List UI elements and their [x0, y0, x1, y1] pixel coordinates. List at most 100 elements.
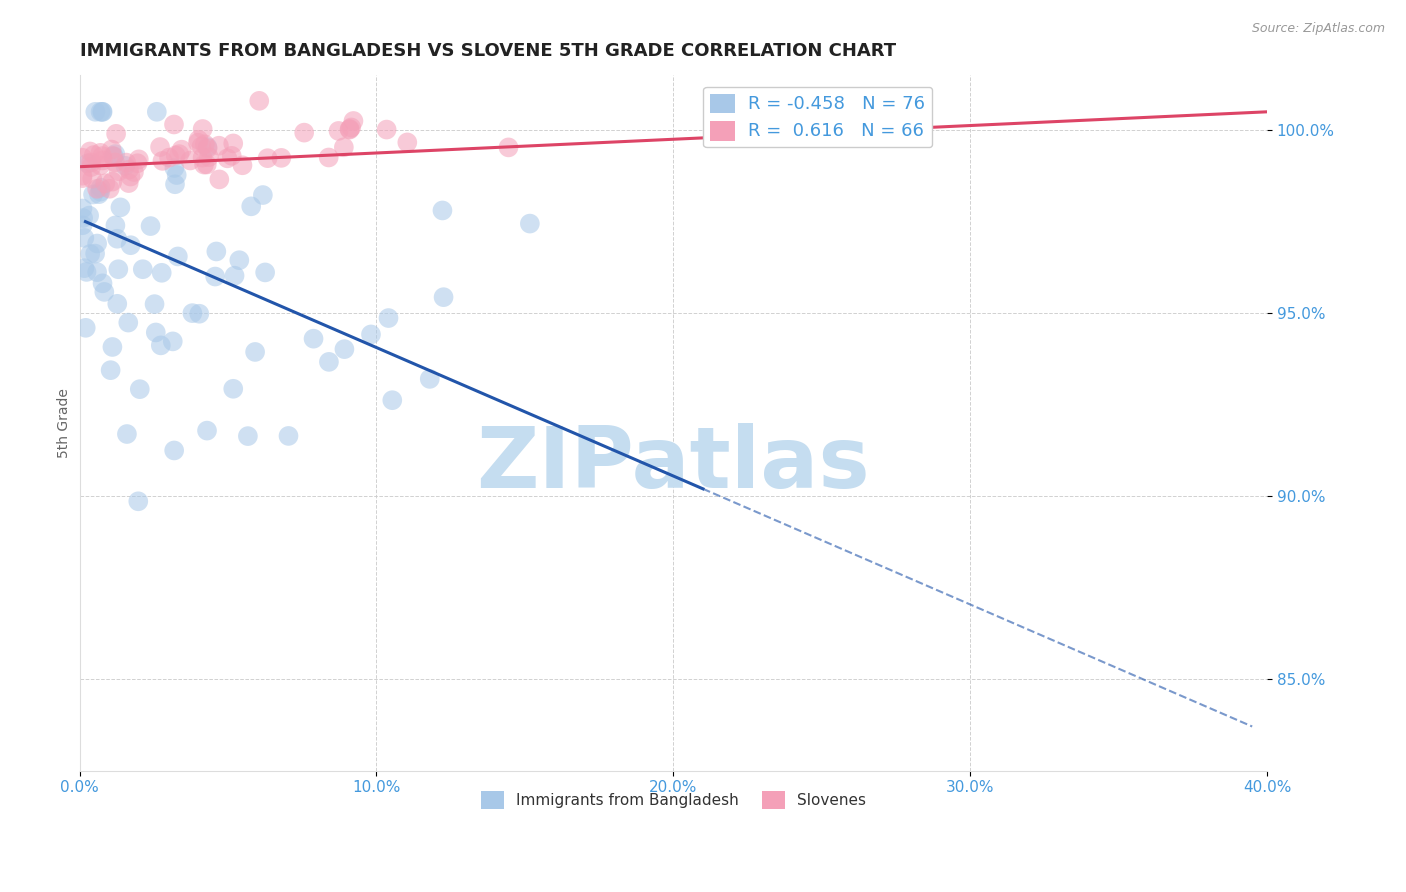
Point	[127, 494, 149, 508]
Point	[118, 162, 141, 177]
Point	[93, 285, 115, 299]
Point	[79, 247, 101, 261]
Point	[179, 153, 201, 168]
Point	[104, 219, 127, 233]
Point	[145, 326, 167, 340]
Point	[195, 424, 218, 438]
Point	[110, 200, 132, 214]
Point	[80, 160, 103, 174]
Point	[91, 149, 114, 163]
Point	[107, 262, 129, 277]
Point	[152, 153, 174, 168]
Point	[333, 140, 356, 154]
Point	[236, 429, 259, 443]
Point	[498, 140, 520, 154]
Point	[105, 127, 128, 141]
Point	[169, 147, 191, 161]
Point	[117, 316, 139, 330]
Point	[339, 122, 361, 136]
Point	[114, 159, 136, 173]
Point	[72, 169, 94, 183]
Point	[89, 185, 111, 199]
Point	[91, 277, 114, 291]
Point	[86, 182, 108, 196]
Point	[84, 246, 107, 260]
Point	[91, 104, 114, 119]
Point	[105, 232, 128, 246]
Point	[191, 151, 214, 165]
Point	[162, 334, 184, 349]
Point	[318, 355, 340, 369]
Point	[100, 363, 122, 377]
Point	[83, 148, 105, 162]
Point	[340, 120, 363, 135]
Point	[82, 171, 104, 186]
Point	[187, 136, 209, 150]
Point	[270, 151, 292, 165]
Point	[205, 244, 228, 259]
Point	[190, 139, 212, 153]
Point	[432, 203, 454, 218]
Point	[128, 382, 150, 396]
Point	[72, 211, 94, 225]
Point	[302, 332, 325, 346]
Point	[333, 342, 356, 356]
Point	[77, 209, 100, 223]
Point	[166, 168, 188, 182]
Point	[375, 122, 398, 136]
Point	[163, 118, 186, 132]
Point	[195, 157, 218, 171]
Point	[292, 126, 315, 140]
Point	[222, 136, 245, 151]
Point	[87, 187, 110, 202]
Point	[256, 151, 278, 165]
Point	[72, 202, 94, 216]
Point	[252, 188, 274, 202]
Point	[72, 171, 94, 186]
Point	[146, 104, 169, 119]
Point	[224, 268, 246, 283]
Point	[396, 136, 419, 150]
Point	[328, 124, 350, 138]
Point	[82, 187, 104, 202]
Point	[115, 427, 138, 442]
Point	[217, 151, 239, 165]
Point	[377, 311, 399, 326]
Point	[432, 290, 454, 304]
Point	[197, 141, 219, 155]
Text: IMMIGRANTS FROM BANGLADESH VS SLOVENE 5TH GRADE CORRELATION CHART: IMMIGRANTS FROM BANGLADESH VS SLOVENE 5T…	[80, 42, 896, 60]
Point	[94, 177, 117, 191]
Point	[163, 443, 186, 458]
Point	[419, 372, 441, 386]
Point	[170, 143, 193, 157]
Point	[86, 236, 108, 251]
Point	[208, 138, 231, 153]
Point	[79, 145, 101, 159]
Point	[243, 345, 266, 359]
Point	[118, 176, 141, 190]
Point	[76, 265, 98, 279]
Point	[86, 265, 108, 279]
Point	[360, 327, 382, 342]
Point	[163, 161, 186, 175]
Point	[98, 182, 121, 196]
Point	[73, 261, 96, 276]
Point	[198, 150, 221, 164]
Point	[150, 266, 173, 280]
Point	[127, 156, 149, 170]
Point	[254, 265, 277, 279]
Point	[80, 155, 103, 169]
Y-axis label: 5th Grade: 5th Grade	[58, 388, 72, 458]
Point	[72, 219, 94, 233]
Point	[318, 151, 340, 165]
Point	[240, 199, 263, 213]
Point	[228, 253, 250, 268]
Point	[149, 338, 172, 352]
Point	[519, 217, 541, 231]
Point	[191, 122, 214, 136]
Point	[72, 151, 94, 165]
Point	[197, 140, 219, 154]
Point	[221, 149, 243, 163]
Point	[105, 297, 128, 311]
Point	[339, 122, 361, 136]
